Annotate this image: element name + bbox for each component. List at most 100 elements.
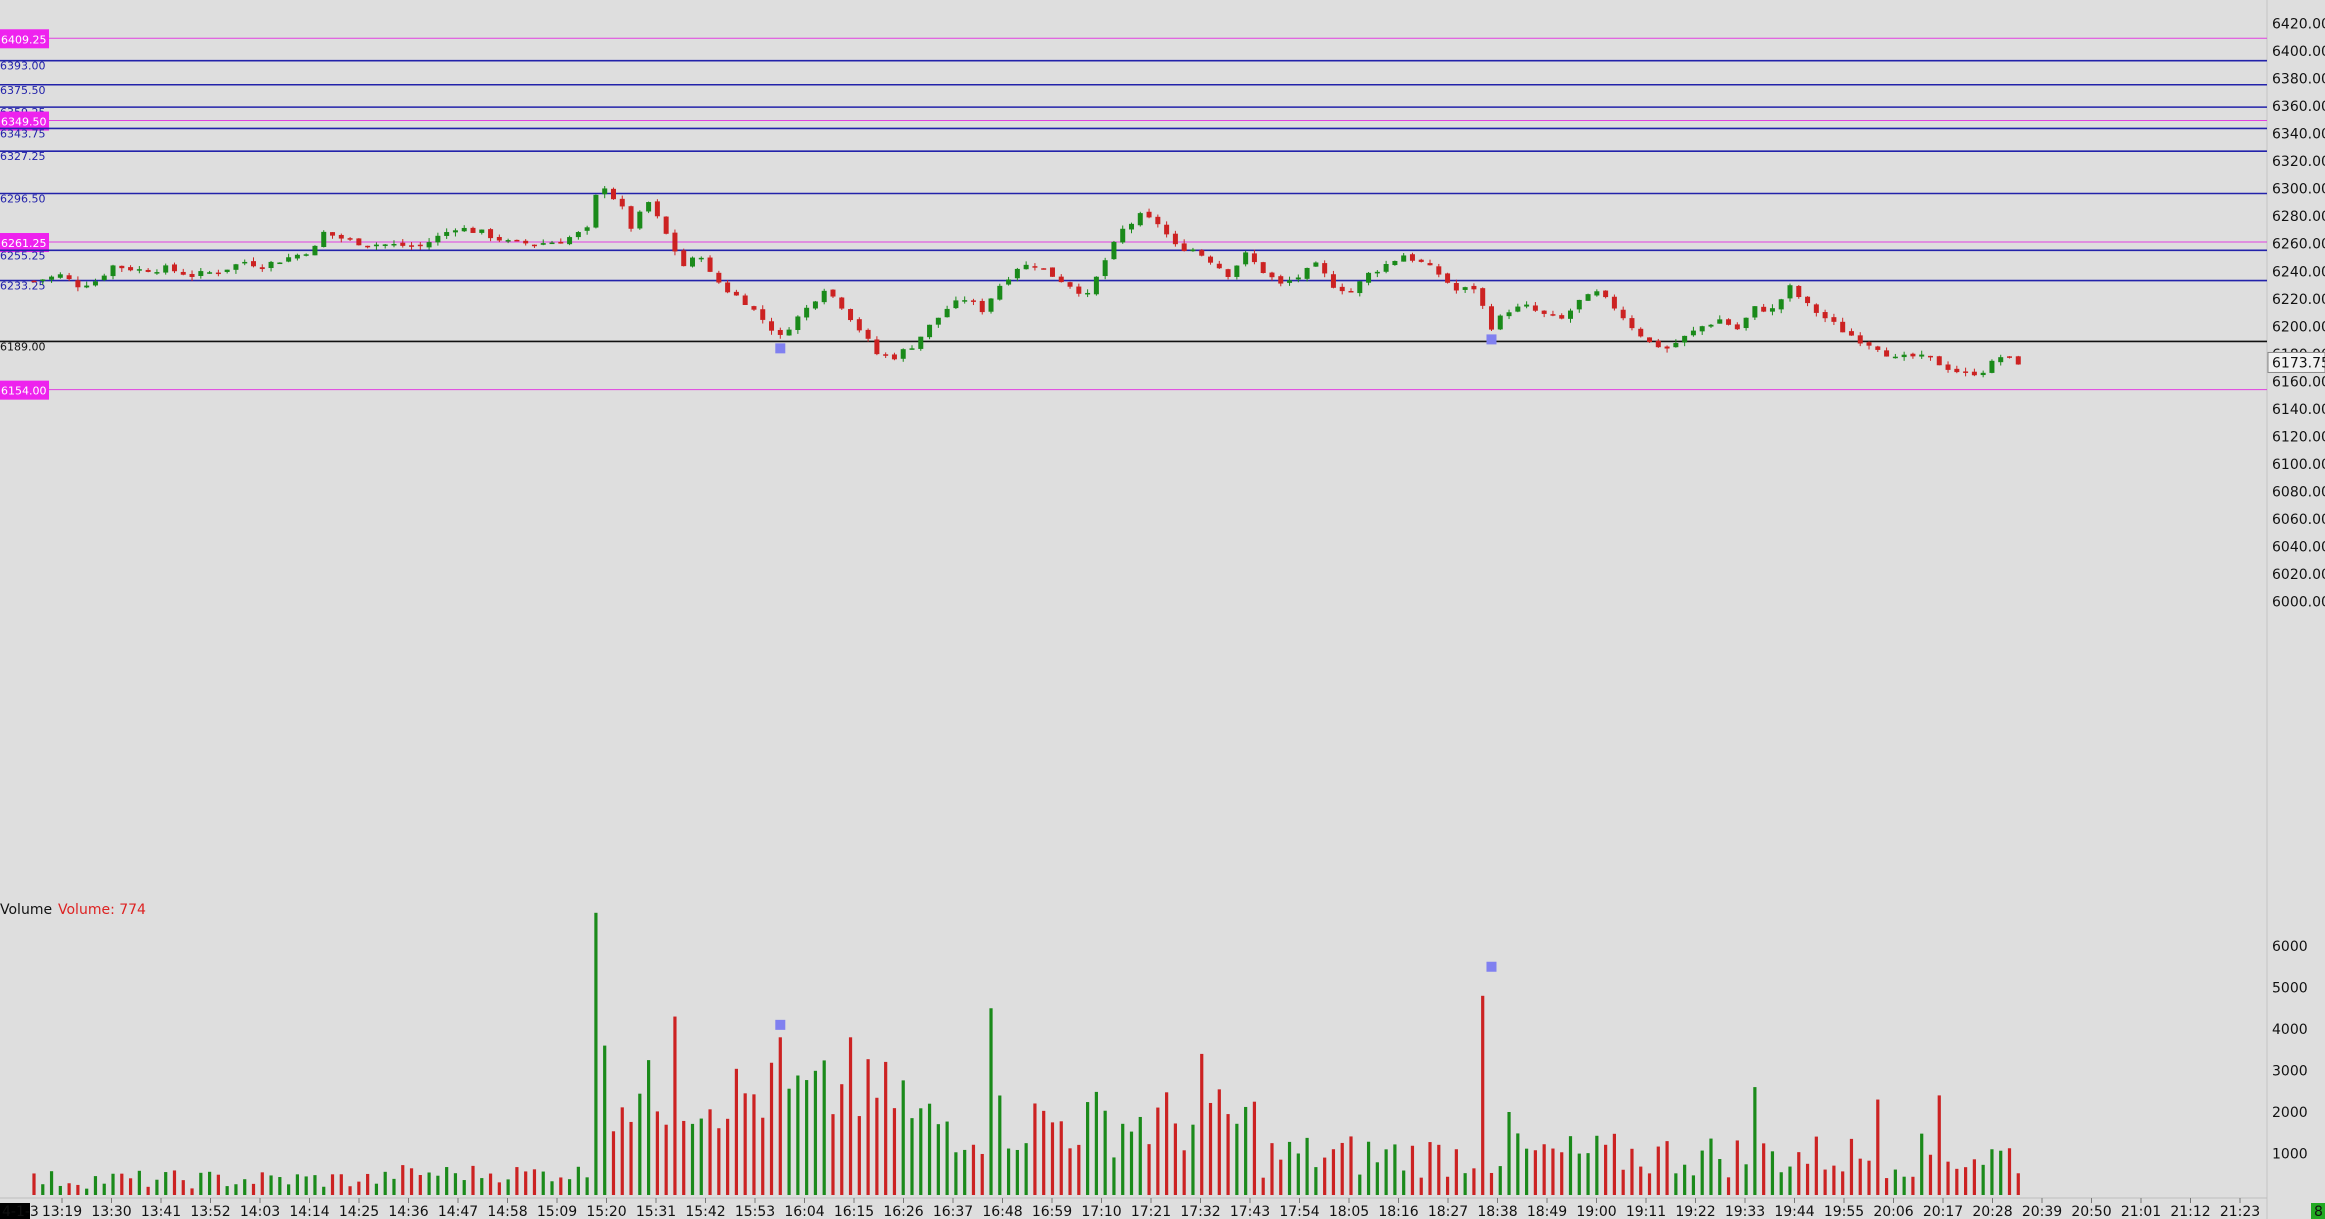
volume-bar — [1621, 1169, 1625, 1195]
time-tick-label: 16:37 — [933, 1204, 973, 1219]
candle-body — [1304, 267, 1310, 279]
candle-body — [1857, 335, 1863, 344]
volume-bar — [541, 1171, 545, 1195]
price-tick-label: 6220.00 — [2272, 292, 2325, 308]
volume-bar — [497, 1182, 501, 1195]
volume-bar — [120, 1173, 124, 1195]
level-label: 6393.00 — [0, 60, 46, 73]
volume-bar — [67, 1183, 71, 1195]
volume-bar — [488, 1173, 493, 1195]
candle-body — [259, 267, 265, 270]
volume-bar — [1647, 1173, 1652, 1195]
volume-bar — [1077, 1144, 1081, 1195]
volume-bar — [1841, 1171, 1845, 1195]
volume-axis[interactable]: 6000 5000 4000 3000 2000 1000 — [2272, 939, 2308, 1163]
candle-body — [1313, 262, 1319, 267]
candle-body — [584, 227, 590, 231]
volume-bar — [1797, 1152, 1801, 1195]
volume-bar — [1121, 1123, 1125, 1195]
candle-body — [681, 250, 687, 267]
volume-bar — [567, 1179, 572, 1195]
candle-body — [1884, 350, 1890, 357]
volume-bar — [1472, 1168, 1476, 1195]
volume-bar — [963, 1149, 967, 1195]
candle-body — [84, 285, 90, 288]
candle-body — [1225, 269, 1231, 277]
volume-tick-label: 4000 — [2272, 1022, 2308, 1038]
candle-body — [962, 300, 968, 302]
candle-body — [189, 273, 195, 277]
volume-bar — [1726, 1177, 1731, 1195]
candle-body — [1111, 241, 1117, 260]
volume-bar — [1086, 1102, 1090, 1195]
candle-body — [1366, 272, 1372, 283]
candle-body — [1594, 291, 1600, 296]
candle-body — [207, 272, 213, 274]
volume-bar — [594, 912, 598, 1195]
candle-body — [435, 235, 441, 243]
volume-bar — [1814, 1136, 1818, 1195]
volume-bar — [743, 1093, 747, 1195]
candle-body — [988, 298, 994, 312]
candle-body — [1085, 292, 1091, 295]
candle-body — [40, 279, 46, 281]
level-label-box — [0, 29, 49, 49]
candle-body — [1506, 312, 1512, 317]
candle-body — [409, 245, 415, 247]
candle-body — [523, 240, 529, 244]
volume-bar — [1138, 1116, 1142, 1195]
candle-body — [1260, 262, 1266, 274]
candle-body — [180, 271, 186, 275]
volume-bar — [1630, 1148, 1634, 1195]
volume-bar — [1191, 1124, 1195, 1195]
price-tick-label: 6100.00 — [2272, 457, 2325, 473]
candle-body — [1348, 290, 1354, 293]
volume-bar — [1340, 1142, 1344, 1195]
candle-body — [101, 275, 107, 281]
time-tick-label: 14:14 — [289, 1204, 329, 1219]
volume-bar — [102, 1183, 106, 1195]
price-tick-label: 6060.00 — [2272, 512, 2325, 528]
volume-bar — [409, 1168, 414, 1195]
candle-body — [1840, 321, 1846, 333]
volume-bar — [1481, 995, 1485, 1195]
volume-bar — [603, 1045, 607, 1195]
candle-body — [373, 244, 379, 247]
volume-bar — [559, 1177, 563, 1195]
volume-bar — [234, 1184, 238, 1195]
volume-bar — [1103, 1110, 1107, 1195]
candle-body — [1559, 315, 1565, 319]
candle-body — [1480, 288, 1486, 306]
volume-bar — [260, 1172, 264, 1195]
volume-bar — [1156, 1107, 1160, 1195]
candle-body — [1330, 274, 1336, 288]
candle-body — [1919, 354, 1925, 357]
time-tick-label: 19:55 — [1824, 1204, 1864, 1219]
volume-bar — [1244, 1106, 1248, 1195]
volume-bar — [515, 1167, 519, 1195]
time-tick-label: 20:28 — [1972, 1204, 2012, 1219]
volume-bar — [1525, 1148, 1529, 1195]
candle-body — [268, 261, 274, 269]
time-tick-label: 19:11 — [1626, 1204, 1666, 1219]
volume-bar — [919, 1108, 923, 1195]
volume-bar — [128, 1178, 133, 1195]
candle-body — [751, 306, 757, 310]
candle-body — [637, 211, 643, 229]
candle-body — [821, 290, 827, 303]
volume-bar — [1946, 1161, 1950, 1195]
time-tick-label: 17:10 — [1081, 1204, 1121, 1219]
candle-body — [1998, 357, 2004, 363]
volume-bar — [1358, 1174, 1362, 1195]
level-label: 6409.25 — [1, 33, 47, 46]
volume-bar — [910, 1118, 914, 1195]
time-tick-label: 20:17 — [1923, 1204, 1963, 1219]
candle-body — [646, 202, 652, 212]
time-tick-label: 14:25 — [339, 1204, 379, 1219]
volume-bar — [1366, 1141, 1371, 1195]
price-axis[interactable]: 6420.00 6400.00 6380.00 6360.00 6340.00 6320.… — [2267, 17, 2325, 611]
time-tick-label: 17:43 — [1230, 1204, 1270, 1219]
candle-body — [1796, 285, 1802, 298]
time-axis[interactable]: 13:19 13:30 13:41 13:52 14:03 14:14 14:25 14:36… — [0, 1197, 2325, 1219]
